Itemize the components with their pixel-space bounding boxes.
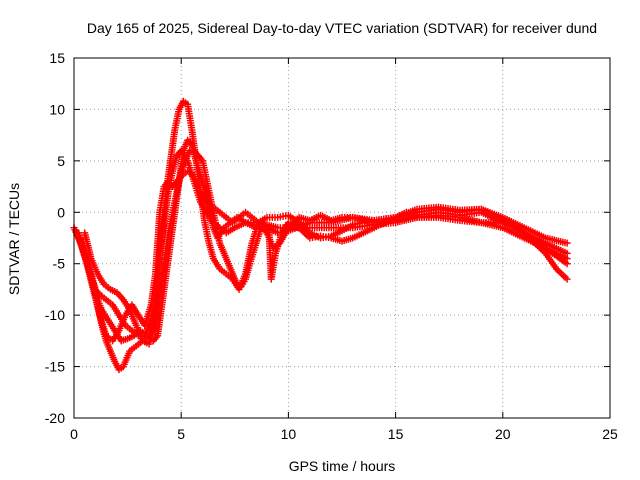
- y-tick-label: -5: [53, 256, 66, 272]
- grid-lines: [74, 58, 610, 418]
- data-points: [70, 97, 571, 374]
- axis-ticks: 0 5 10 15 20 25 -20 -15 -10 -5 0 5 10 15: [45, 50, 618, 442]
- x-tick-label: 15: [388, 426, 404, 442]
- data-point: [563, 260, 571, 268]
- x-tick-label: 25: [602, 426, 618, 442]
- y-tick-label: -10: [45, 307, 65, 323]
- data-point: [563, 249, 571, 257]
- data-point: [563, 239, 571, 247]
- x-tick-label: 5: [177, 426, 185, 442]
- y-tick-label: 10: [49, 101, 65, 117]
- y-tick-label: -20: [45, 410, 65, 426]
- x-tick-label: 0: [70, 426, 78, 442]
- y-tick-label: 5: [57, 153, 65, 169]
- y-axis-label: SDTVAR / TECUs: [6, 183, 22, 295]
- y-tick-label: 0: [57, 204, 65, 220]
- chart-title: Day 165 of 2025, Sidereal Day-to-day VTE…: [87, 20, 597, 36]
- series-track-e: [72, 136, 571, 345]
- x-tick-label: 20: [495, 426, 511, 442]
- x-tick-label: 10: [281, 426, 297, 442]
- y-tick-label: 15: [49, 50, 65, 66]
- x-axis-label: GPS time / hours: [289, 458, 396, 474]
- plot-frame: [73, 57, 611, 419]
- y-tick-label: -15: [45, 359, 65, 375]
- series-track-d: [76, 167, 571, 345]
- data-point: [563, 275, 571, 283]
